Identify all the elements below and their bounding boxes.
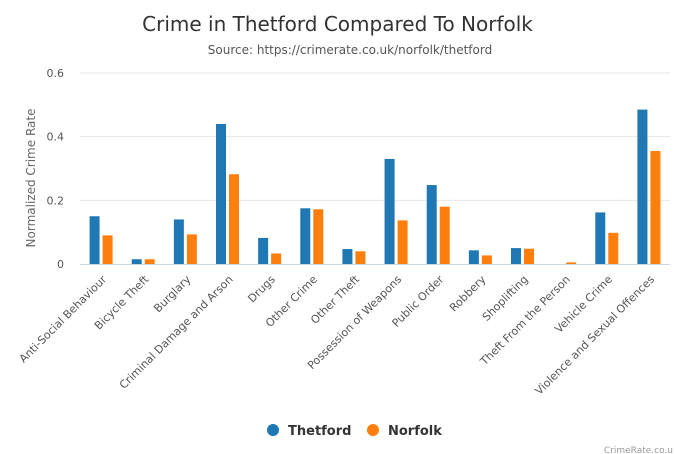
legend: Thetford Norfolk xyxy=(267,424,442,439)
y-tick-label: 0 xyxy=(57,258,64,271)
bar-norfolk-11[interactable] xyxy=(566,262,577,264)
legend-item-norfolk[interactable]: Norfolk xyxy=(367,424,442,439)
x-tick-label: Burglary xyxy=(151,273,194,316)
bar-norfolk-4[interactable] xyxy=(271,253,282,264)
bar-norfolk-7[interactable] xyxy=(397,220,408,264)
bar-norfolk-1[interactable] xyxy=(144,259,155,264)
bar-norfolk-2[interactable] xyxy=(186,234,197,264)
bar-thetford-4[interactable] xyxy=(258,237,269,264)
legend-label: Thetford xyxy=(288,424,351,439)
bar-thetford-5[interactable] xyxy=(300,208,311,264)
legend-marker xyxy=(367,424,379,436)
bar-thetford-7[interactable] xyxy=(384,158,395,264)
bar-thetford-1[interactable] xyxy=(131,259,142,264)
bar-thetford-0[interactable] xyxy=(89,216,100,264)
bar-thetford-6[interactable] xyxy=(342,249,353,264)
chart-credit[interactable]: CrimeRate.co.u xyxy=(604,446,673,454)
bar-norfolk-3[interactable] xyxy=(229,174,239,264)
bar-norfolk-5[interactable] xyxy=(313,209,324,264)
bar-norfolk-9[interactable] xyxy=(481,255,492,264)
bar-thetford-2[interactable] xyxy=(173,219,184,264)
legend-item-thetford[interactable]: Thetford xyxy=(267,424,351,439)
bar-thetford-8[interactable] xyxy=(426,185,437,264)
chart-subtitle: Source: https://crimerate.co.uk/norfolk/… xyxy=(208,43,492,57)
bar-thetford-10[interactable] xyxy=(511,248,521,264)
y-tick-label: 0.6 xyxy=(47,67,65,80)
bar-norfolk-12[interactable] xyxy=(608,232,619,264)
y-tick-label: 0.4 xyxy=(47,131,65,144)
chart-title: Crime in Thetford Compared To Norfolk xyxy=(142,12,533,36)
bars xyxy=(89,109,661,264)
legend-label: Norfolk xyxy=(388,424,442,439)
bar-thetford-12[interactable] xyxy=(595,212,606,264)
bar-norfolk-10[interactable] xyxy=(524,248,534,264)
y-axis-ticks: 0 0.2 0.4 0.6 xyxy=(47,67,65,271)
bar-thetford-3[interactable] xyxy=(216,123,226,264)
bar-norfolk-0[interactable] xyxy=(102,235,113,264)
bar-norfolk-13[interactable] xyxy=(650,150,661,264)
y-axis-title: Normalized Crime Rate xyxy=(24,109,38,248)
bar-thetford-13[interactable] xyxy=(637,109,648,264)
x-tick-label: Drugs xyxy=(245,273,277,305)
x-tick-label: Robbery xyxy=(447,273,489,315)
legend-marker xyxy=(267,424,279,436)
bar-thetford-9[interactable] xyxy=(468,250,479,264)
bar-norfolk-6[interactable] xyxy=(355,251,366,264)
grid-lines xyxy=(80,72,670,201)
bar-norfolk-8[interactable] xyxy=(439,206,450,264)
y-tick-label: 0.2 xyxy=(47,194,65,207)
